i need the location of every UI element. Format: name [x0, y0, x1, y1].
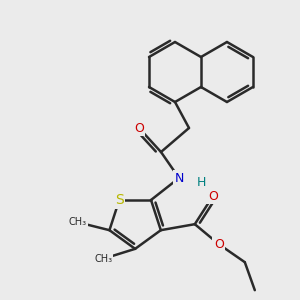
- Text: CH₃: CH₃: [68, 217, 86, 227]
- Text: CH₃: CH₃: [94, 254, 112, 264]
- Text: O: O: [208, 190, 218, 203]
- Text: H: H: [196, 176, 206, 188]
- Text: S: S: [115, 193, 124, 207]
- Text: O: O: [134, 122, 144, 134]
- Text: N: N: [174, 172, 184, 184]
- Text: O: O: [214, 238, 224, 251]
